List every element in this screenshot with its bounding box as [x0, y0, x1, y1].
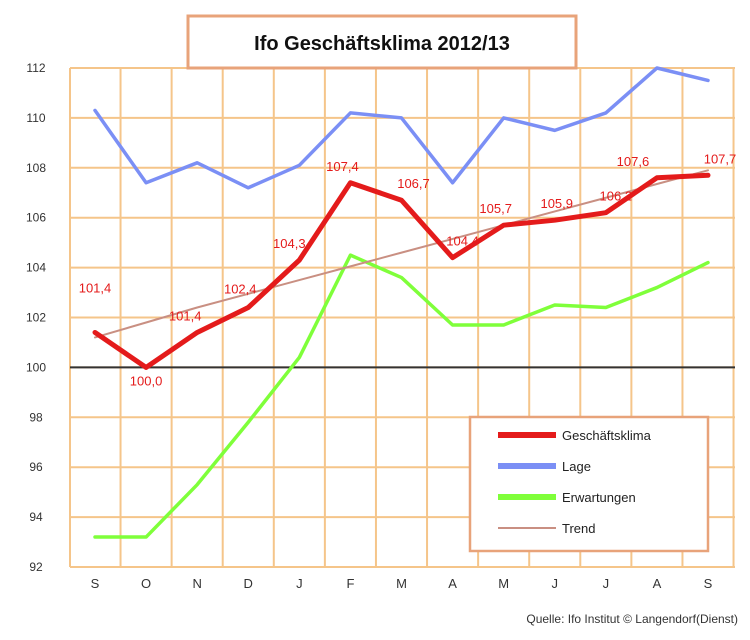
series-line-lage [93, 66, 710, 190]
data-label: 101,4 [79, 280, 112, 295]
title-frame [186, 14, 578, 70]
data-label: 101,4 [169, 308, 202, 323]
x-tick-label: S [704, 576, 713, 591]
data-label: 105,7 [479, 201, 512, 216]
x-tick-label: N [192, 576, 201, 591]
legend-label-erwartungen: Erwartungen [562, 490, 636, 505]
legend-label-lage: Lage [562, 459, 591, 474]
data-label: 107,4 [326, 159, 359, 174]
series-line-geschaeftsklima [92, 172, 711, 370]
data-label: 102,4 [224, 282, 257, 297]
x-tick-label: O [141, 576, 151, 591]
y-axis-ticks: 92 94 96 98 100 102 104 106 108 110 112 [26, 61, 46, 574]
y-tick-label: 112 [26, 61, 45, 75]
data-label: 107,6 [617, 154, 650, 169]
legend-label-geschaeftsklima: Geschäftsklima [562, 428, 652, 443]
data-label: 104,4 [446, 234, 479, 249]
x-tick-label: A [448, 576, 457, 591]
x-tick-label: J [296, 576, 303, 591]
y-tick-label: 94 [29, 510, 43, 524]
source-note: Quelle: Ifo Institut © Langendorf(Dienst… [526, 612, 738, 626]
y-tick-label: 98 [29, 410, 43, 424]
y-tick-label: 102 [26, 311, 46, 325]
title-box: Ifo Geschäftsklima 2012/13 [186, 14, 578, 70]
data-label: 105,9 [540, 196, 573, 211]
series [92, 66, 711, 539]
legend-label-trend: Trend [562, 521, 595, 536]
legend: Geschäftsklima Lage Erwartungen Trend [468, 415, 710, 553]
y-tick-label: 92 [29, 560, 43, 574]
x-tick-label: J [603, 576, 610, 591]
data-label: 107,7 [704, 151, 737, 166]
x-tick-label: A [653, 576, 662, 591]
data-labels: 101,4 100,0 101,4 102,4 104,3 107,4 106,7 104,4… [79, 151, 737, 388]
y-tick-label: 106 [26, 211, 46, 225]
y-tick-label: 100 [26, 360, 46, 374]
x-tick-label: D [244, 576, 253, 591]
y-tick-label: 104 [26, 261, 46, 275]
chart-title: Ifo Geschäftsklima 2012/13 [254, 33, 510, 55]
series-line-erwartungen [93, 253, 710, 539]
x-tick-label: M [498, 576, 509, 591]
data-label: 100,0 [130, 373, 163, 388]
data-label: 106,2 [600, 189, 633, 204]
x-tick-label: F [346, 576, 354, 591]
data-label: 106,7 [397, 176, 430, 191]
series-line-trend [94, 169, 709, 339]
y-tick-label: 108 [26, 161, 46, 175]
x-tick-label: S [91, 576, 100, 591]
x-tick-label: M [396, 576, 407, 591]
y-tick-label: 110 [26, 111, 45, 125]
data-label: 104,3 [273, 236, 306, 251]
x-tick-label: J [552, 576, 559, 591]
y-tick-label: 96 [29, 460, 43, 474]
